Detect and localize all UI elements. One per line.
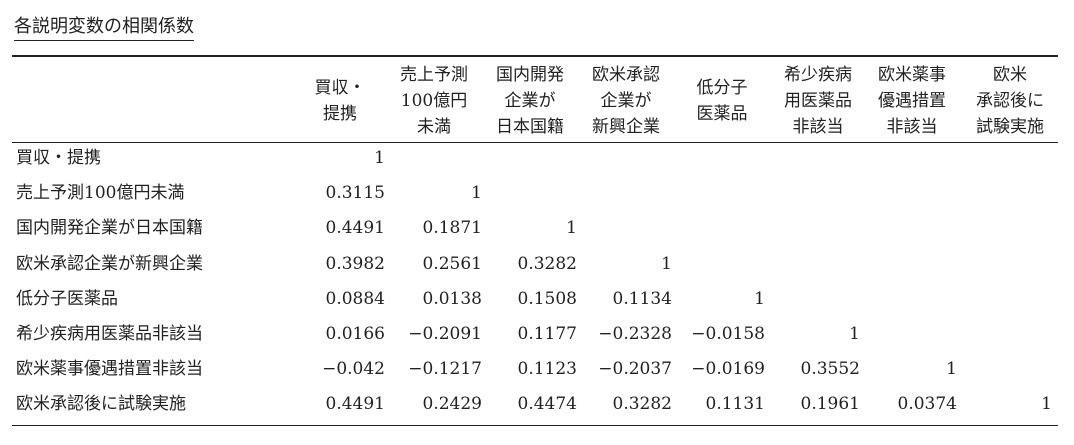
cell: 0.3282 (612, 394, 672, 415)
cell: −0.0158 (691, 324, 765, 344)
column-header: 希少疾病 (784, 65, 852, 85)
cell: 1 (1041, 394, 1052, 415)
cell: 0.2561 (422, 253, 482, 274)
cell: 0.3282 (517, 253, 577, 274)
cell: 0.4474 (517, 394, 577, 415)
column-header: 承認後に (976, 91, 1044, 111)
row-label: 売上予測100億円未満 (16, 183, 185, 204)
cell: 0.1871 (422, 218, 482, 239)
cell: 0.1123 (517, 359, 577, 380)
top-rule (12, 55, 1058, 57)
column-header: 提携 (323, 104, 357, 124)
cell: −0.2091 (408, 324, 482, 344)
cell: 0.1134 (612, 288, 672, 309)
column-header: 未満 (417, 117, 451, 137)
column-header: 100億円 (400, 91, 468, 111)
table-title: 各説明変数の相関係数 (14, 12, 194, 41)
column-header: 医薬品 (696, 104, 748, 124)
cell: −0.2037 (598, 359, 672, 380)
cell: 0.1508 (517, 288, 577, 309)
column-header: 欧米薬事 (878, 65, 946, 85)
row-label: 欧米承認後に試験実施 (16, 394, 186, 415)
row-label: 国内開発企業が日本国籍 (16, 218, 203, 239)
column-header: 企業が (504, 91, 556, 111)
column-header: 国内開発 (496, 65, 564, 85)
cell: 0.3115 (325, 183, 385, 204)
cell: 1 (661, 253, 672, 274)
cell: 1 (566, 218, 577, 239)
row-label: 低分子医薬品 (16, 288, 118, 309)
cell: 1 (946, 359, 957, 380)
cell: 0.4491 (325, 394, 385, 415)
header-rule (12, 142, 1058, 143)
cell: −0.042 (322, 359, 385, 380)
cell: 1 (849, 324, 860, 344)
cell: 1 (374, 148, 385, 168)
column-header: 買収・ (314, 78, 366, 98)
column-header: 試験実施 (976, 117, 1044, 137)
column-header: 売上予測 (400, 65, 468, 85)
row-label: 欧米承認企業が新興企業 (16, 253, 203, 274)
cell: 0.1131 (705, 394, 765, 415)
column-header: 用医薬品 (784, 91, 852, 111)
bottom-rule (12, 425, 1058, 426)
cell: 0.0138 (422, 288, 482, 309)
cell: 0.3982 (325, 253, 385, 274)
cell: 0.3552 (800, 359, 860, 380)
cell: 1 (754, 288, 765, 309)
row-label: 希少疾病用医薬品非該当 (16, 324, 203, 344)
column-header: 日本国籍 (496, 117, 564, 137)
cell: 0.1177 (517, 324, 577, 344)
cell: 0.4491 (325, 218, 385, 239)
column-header: 欧米承認 (592, 65, 660, 85)
column-header: 非該当 (886, 117, 938, 137)
cell: −0.1217 (408, 359, 482, 380)
column-header: 低分子 (696, 78, 748, 98)
column-header: 新興企業 (592, 117, 660, 137)
column-header: 非該当 (792, 117, 844, 137)
row-label: 欧米薬事優遇措置非該当 (16, 359, 203, 380)
cell: 0.0166 (325, 324, 385, 344)
column-header: 欧米 (993, 65, 1027, 85)
row-label: 買収・提携 (16, 148, 101, 168)
cell: 0.0374 (897, 394, 957, 415)
column-header: 優遇措置 (878, 91, 946, 111)
cell: 0.0884 (325, 288, 385, 309)
cell: 1 (471, 183, 482, 204)
cell: 0.1961 (800, 394, 860, 415)
column-header: 企業が (600, 91, 652, 111)
cell: −0.0169 (691, 359, 765, 380)
cell: −0.2328 (598, 324, 672, 344)
cell: 0.2429 (422, 394, 482, 415)
